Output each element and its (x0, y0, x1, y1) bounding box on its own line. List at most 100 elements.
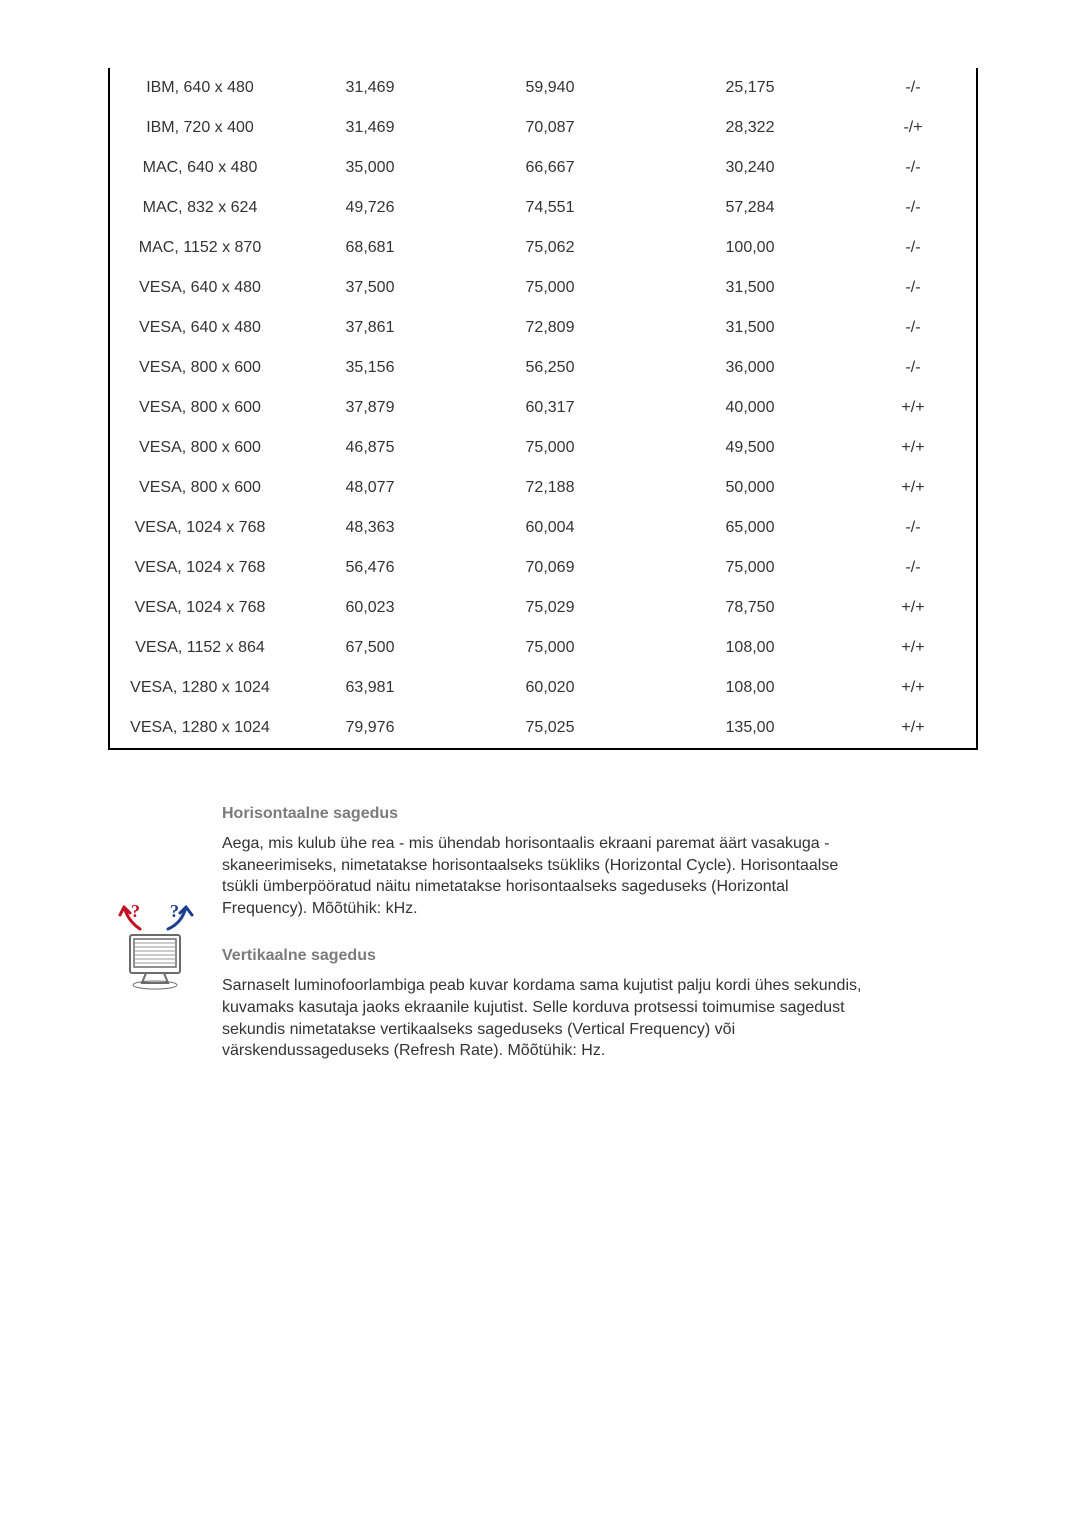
table-cell: +/+ (850, 639, 976, 657)
table-cell: 31,500 (650, 319, 850, 337)
table-row: VESA, 1280 x 102479,97675,025135,00+/+ (110, 708, 976, 748)
table-row: VESA, 640 x 48037,50075,00031,500-/- (110, 268, 976, 308)
table-cell: 37,879 (290, 399, 450, 417)
table-cell: 40,000 (650, 399, 850, 417)
table-cell: 74,551 (450, 199, 650, 217)
table-cell: VESA, 1152 x 864 (110, 639, 290, 657)
table-cell: 75,000 (450, 439, 650, 457)
svg-text:?: ? (170, 901, 179, 921)
table-cell: +/+ (850, 479, 976, 497)
table-row: VESA, 1024 x 76860,02375,02978,750+/+ (110, 588, 976, 628)
table-cell: 75,000 (450, 639, 650, 657)
table-row: VESA, 800 x 60048,07772,18850,000+/+ (110, 468, 976, 508)
table-cell: 56,476 (290, 559, 450, 577)
table-cell: 63,981 (290, 679, 450, 697)
table-cell: MAC, 640 x 480 (110, 159, 290, 177)
table-cell: MAC, 1152 x 870 (110, 239, 290, 257)
table-cell: 35,000 (290, 159, 450, 177)
table-cell: IBM, 640 x 480 (110, 79, 290, 97)
table-row: IBM, 640 x 48031,46959,94025,175-/- (110, 68, 976, 108)
table-row: MAC, 832 x 62449,72674,55157,284-/- (110, 188, 976, 228)
table-cell: 108,00 (650, 679, 850, 697)
table-cell: 72,809 (450, 319, 650, 337)
table-cell: 57,284 (650, 199, 850, 217)
table-cell: +/+ (850, 719, 976, 737)
table-cell: 75,025 (450, 719, 650, 737)
table-cell: -/- (850, 359, 976, 377)
table-cell: 25,175 (650, 79, 850, 97)
table-cell: VESA, 1280 x 1024 (110, 679, 290, 697)
display-modes-table: IBM, 640 x 48031,46959,94025,175-/-IBM, … (108, 68, 978, 750)
table-cell: -/- (850, 199, 976, 217)
table-cell: VESA, 1024 x 768 (110, 599, 290, 617)
table-cell: 30,240 (650, 159, 850, 177)
svg-text:?: ? (131, 901, 140, 921)
table-cell: IBM, 720 x 400 (110, 119, 290, 137)
table-cell: VESA, 800 x 600 (110, 439, 290, 457)
table-cell: 66,667 (450, 159, 650, 177)
table-cell: 70,087 (450, 119, 650, 137)
table-cell: 75,000 (450, 279, 650, 297)
table-row: VESA, 1024 x 76848,36360,00465,000-/- (110, 508, 976, 548)
table-cell: VESA, 800 x 600 (110, 479, 290, 497)
table-cell: 59,940 (450, 79, 650, 97)
horizontal-freq-body: Aega, mis kulub ühe rea - mis ühendab ho… (222, 833, 868, 919)
table-cell: 135,00 (650, 719, 850, 737)
table-row: VESA, 800 x 60046,87575,00049,500+/+ (110, 428, 976, 468)
table-cell: 37,861 (290, 319, 450, 337)
page: IBM, 640 x 48031,46959,94025,175-/-IBM, … (0, 0, 1080, 1090)
table-cell: -/- (850, 279, 976, 297)
table-cell: 67,500 (290, 639, 450, 657)
table-cell: 56,250 (450, 359, 650, 377)
table-cell: +/+ (850, 599, 976, 617)
table-cell: +/+ (850, 399, 976, 417)
table-row: MAC, 1152 x 87068,68175,062100,00-/- (110, 228, 976, 268)
table-cell: 31,469 (290, 79, 450, 97)
table-cell: 75,062 (450, 239, 650, 257)
table-cell: MAC, 832 x 624 (110, 199, 290, 217)
table-cell: 49,500 (650, 439, 850, 457)
table-row: VESA, 1280 x 102463,98160,020108,00+/+ (110, 668, 976, 708)
table-cell: 36,000 (650, 359, 850, 377)
table-cell: 70,069 (450, 559, 650, 577)
table-cell: 28,322 (650, 119, 850, 137)
table-cell: -/- (850, 559, 976, 577)
table-cell: VESA, 1280 x 1024 (110, 719, 290, 737)
table-row: VESA, 800 x 60037,87960,31740,000+/+ (110, 388, 976, 428)
table-cell: 35,156 (290, 359, 450, 377)
table-cell: VESA, 640 x 480 (110, 319, 290, 337)
table-cell: +/+ (850, 439, 976, 457)
table-cell: -/- (850, 159, 976, 177)
frequency-icon: ? ? (110, 899, 202, 996)
table-row: IBM, 720 x 40031,46970,08728,322-/+ (110, 108, 976, 148)
table-cell: 60,020 (450, 679, 650, 697)
table-cell: 49,726 (290, 199, 450, 217)
table-cell: VESA, 1024 x 768 (110, 519, 290, 537)
table-cell: -/- (850, 519, 976, 537)
table-cell: 31,500 (650, 279, 850, 297)
table-cell: 108,00 (650, 639, 850, 657)
table-cell: 100,00 (650, 239, 850, 257)
table-cell: VESA, 640 x 480 (110, 279, 290, 297)
table-row: VESA, 640 x 48037,86172,80931,500-/- (110, 308, 976, 348)
table-cell: -/- (850, 79, 976, 97)
table-cell: +/+ (850, 679, 976, 697)
table-cell: 65,000 (650, 519, 850, 537)
table-cell: 48,363 (290, 519, 450, 537)
table-cell: 75,029 (450, 599, 650, 617)
table-cell: 79,976 (290, 719, 450, 737)
table-row: VESA, 1152 x 86467,50075,000108,00+/+ (110, 628, 976, 668)
vertical-freq-heading: Vertikaalne sagedus (222, 947, 868, 965)
table-cell: 60,004 (450, 519, 650, 537)
table-row: VESA, 800 x 60035,15656,25036,000-/- (110, 348, 976, 388)
table-cell: -/+ (850, 119, 976, 137)
table-cell: 50,000 (650, 479, 850, 497)
horizontal-freq-heading: Horisontaalne sagedus (222, 805, 868, 823)
table-cell: VESA, 800 x 600 (110, 399, 290, 417)
table-cell: VESA, 800 x 600 (110, 359, 290, 377)
table-cell: 78,750 (650, 599, 850, 617)
table-cell: 72,188 (450, 479, 650, 497)
table-cell: 31,469 (290, 119, 450, 137)
table-cell: 37,500 (290, 279, 450, 297)
table-row: MAC, 640 x 48035,00066,66730,240-/- (110, 148, 976, 188)
